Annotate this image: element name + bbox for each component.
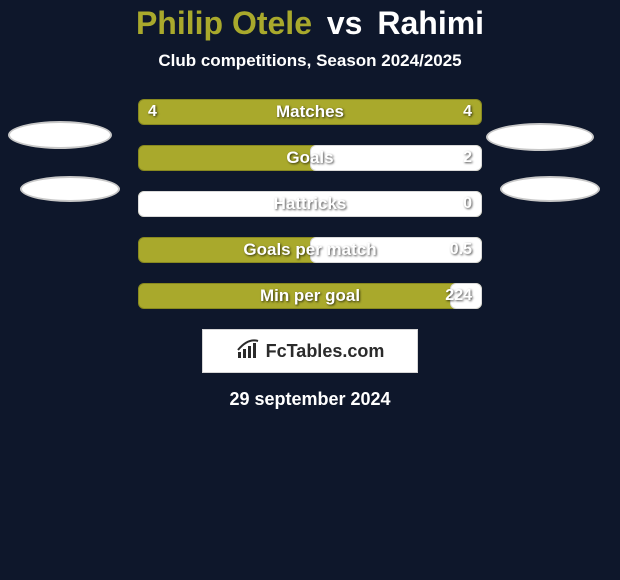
stat-fill bbox=[138, 191, 482, 217]
decorative-ellipse bbox=[8, 121, 112, 149]
stat-right-value: 0 bbox=[463, 191, 472, 217]
title-vs: vs bbox=[327, 5, 363, 41]
brand-text: FcTables.com bbox=[266, 341, 385, 362]
stat-row: Matches44 bbox=[0, 99, 620, 125]
title-player2: Rahimi bbox=[377, 5, 484, 41]
stat-row: Min per goal224 bbox=[0, 283, 620, 309]
stat-track bbox=[138, 283, 482, 309]
stat-left-value: 4 bbox=[148, 99, 157, 125]
decorative-ellipse bbox=[486, 123, 594, 151]
brand-logo-icon bbox=[236, 338, 260, 365]
stat-right-value: 2 bbox=[463, 145, 472, 171]
decorative-ellipse bbox=[20, 176, 120, 202]
stat-right-value: 0.5 bbox=[450, 237, 472, 263]
snapshot-date: 29 september 2024 bbox=[0, 389, 620, 410]
subtitle: Club competitions, Season 2024/2025 bbox=[0, 51, 620, 71]
comparison-infographic: Philip Otele vs Rahimi Club competitions… bbox=[0, 0, 620, 580]
page-title: Philip Otele vs Rahimi bbox=[0, 0, 620, 41]
decorative-ellipse bbox=[500, 176, 600, 202]
stat-right-value: 224 bbox=[445, 283, 472, 309]
stat-right-value: 4 bbox=[463, 99, 472, 125]
stat-track bbox=[138, 99, 482, 125]
title-player1: Philip Otele bbox=[136, 5, 312, 41]
stat-row: Goals per match0.5 bbox=[0, 237, 620, 263]
brand-badge: FcTables.com bbox=[202, 329, 418, 373]
stat-fill bbox=[310, 145, 482, 171]
